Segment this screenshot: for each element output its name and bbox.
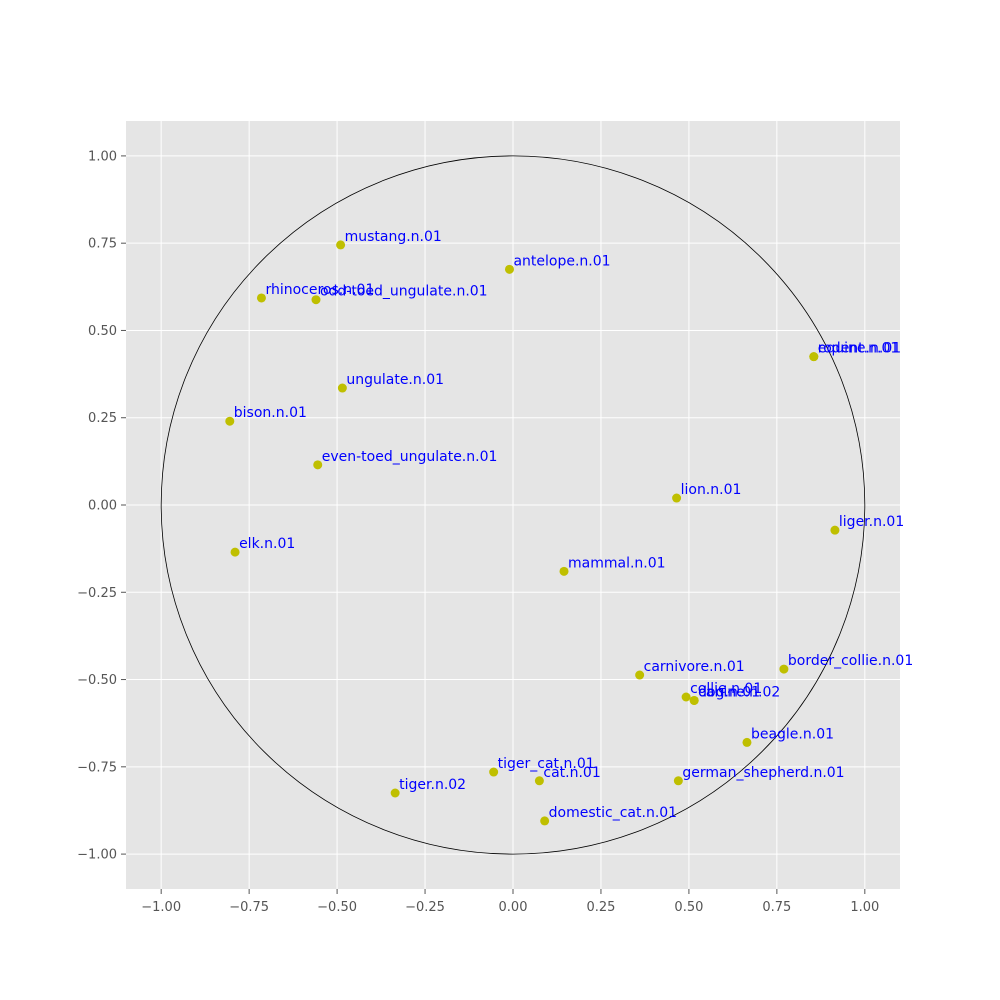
data-point [635, 670, 645, 680]
data-point [779, 664, 789, 674]
data-point [390, 788, 400, 798]
x-tick-label: −0.75 [229, 900, 269, 915]
data-point [256, 293, 266, 303]
data-point-label: antelope.n.01 [513, 253, 610, 269]
data-point-label: rodent.n.01 [818, 341, 899, 357]
y-tick-label: −0.50 [77, 673, 117, 688]
y-tick-label: 0.25 [88, 411, 117, 426]
data-point [311, 295, 321, 305]
data-point [534, 776, 544, 786]
x-tick-label: −0.50 [317, 900, 357, 915]
data-point-label: border_collie.n.01 [788, 653, 913, 669]
data-point-label: carnivore.n.01 [644, 659, 745, 675]
x-tick-label: 0.25 [586, 900, 615, 915]
x-tick-label: 1.00 [850, 900, 879, 915]
data-point-label: elk.n.01 [239, 536, 295, 552]
data-point-label: german_shepherd.n.01 [682, 765, 844, 781]
data-point-label: odd-toed_ungulate.n.01 [320, 284, 488, 300]
x-tick-label: 0.00 [499, 900, 528, 915]
y-tick-label: −0.75 [77, 760, 117, 775]
data-point [225, 416, 235, 426]
point-labels: mustang.n.01 antelope.n.01 rhinoceros.n.01… [234, 229, 913, 821]
data-point-label: bison.n.01 [234, 405, 307, 421]
data-point-label: canine.n.02 [698, 684, 780, 700]
data-points [225, 240, 840, 826]
data-point-label: rhinoceros.n.01 [265, 282, 374, 298]
data-point-label: ungulate.n.01 [346, 372, 444, 388]
data-point [809, 352, 819, 362]
data-point [559, 566, 569, 576]
data-point-label: collie.n.01 [690, 681, 762, 697]
y-tick-label: 0.50 [88, 324, 117, 339]
data-point [830, 525, 840, 535]
data-point [681, 692, 691, 702]
data-point-label: even-toed_ungulate.n.01 [322, 449, 498, 465]
data-point [489, 767, 499, 777]
y-tick-label: −1.00 [77, 848, 117, 863]
y-tick-label: 0.75 [88, 237, 117, 252]
data-point-label: cat.n.01 [543, 765, 600, 781]
data-point-label: equine.n.01 [818, 341, 901, 357]
unit-circle [160, 155, 866, 855]
data-point-label: tiger.n.02 [399, 777, 466, 793]
y-tick-label: 0.00 [88, 499, 117, 514]
data-point [689, 695, 699, 705]
data-point [540, 816, 550, 826]
data-point [313, 460, 323, 470]
data-point [336, 240, 346, 250]
data-point [673, 776, 683, 786]
y-tick-label: −0.25 [77, 586, 117, 601]
data-point-label: dog.n.01 [698, 684, 760, 700]
y-tick-label: 1.00 [88, 149, 117, 164]
data-point-label: liger.n.01 [839, 514, 904, 530]
x-tick-label: −0.25 [405, 900, 445, 915]
data-point [504, 264, 514, 274]
data-point [337, 383, 347, 393]
data-point-label: tiger_cat.n.01 [498, 756, 595, 772]
data-point [230, 547, 240, 557]
data-point-label: lion.n.01 [681, 482, 742, 498]
data-point [672, 493, 682, 503]
data-point-label: domestic_cat.n.01 [549, 805, 677, 821]
data-point-label: mustang.n.01 [345, 229, 442, 245]
data-point [742, 737, 752, 747]
x-tick-label: 0.75 [762, 900, 791, 915]
x-tick-label: −1.00 [141, 900, 181, 915]
data-point-label: beagle.n.01 [751, 726, 834, 742]
x-tick-label: 0.50 [674, 900, 703, 915]
x-axis-ticks: −1.00 −0.75 −0.50 −0.25 0.00 0.25 0.50 0.75 1.00 [141, 889, 879, 915]
y-axis-ticks: −1.00 −0.75 −0.50 −0.25 0.00 0.25 0.50 0.75 1.00 [77, 149, 126, 863]
data-point-label: mammal.n.01 [568, 555, 666, 571]
